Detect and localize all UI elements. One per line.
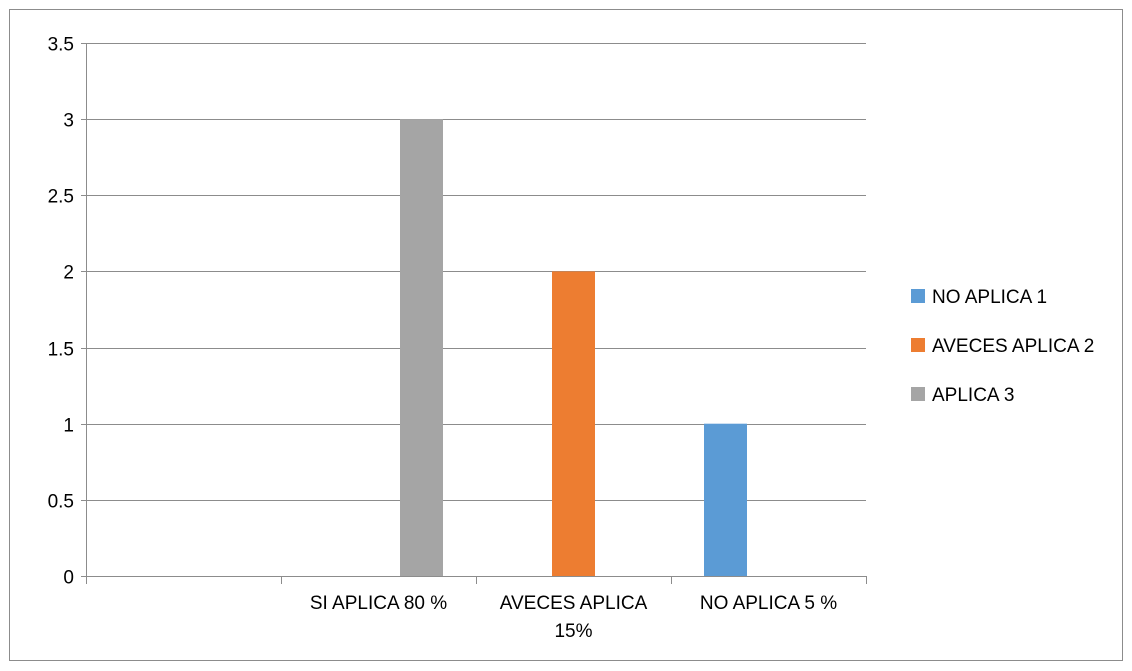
legend-swatch bbox=[911, 387, 925, 401]
y-tick-label: 2 bbox=[63, 263, 74, 284]
bar bbox=[552, 271, 595, 576]
y-tick-label: 0.5 bbox=[48, 492, 74, 513]
legend-label: NO APLICA 1 bbox=[932, 287, 1047, 308]
x-tick-label: AVECES APLICA bbox=[500, 593, 648, 614]
y-tick-label: 1 bbox=[63, 416, 74, 437]
y-tick-label: 1.5 bbox=[48, 340, 74, 361]
y-tick-label: 0 bbox=[63, 568, 74, 589]
bar bbox=[400, 119, 443, 576]
legend-swatch bbox=[911, 289, 925, 303]
y-tick-label: 3.5 bbox=[48, 35, 74, 56]
x-tick-label: NO APLICA 5 % bbox=[700, 593, 837, 614]
x-tick-label: SI APLICA 80 % bbox=[310, 593, 447, 614]
bar bbox=[704, 423, 747, 576]
y-tick-label: 3 bbox=[63, 111, 74, 132]
axes: 0 0.5 1 1.5 2 2.5 3 3.5 SI APLICA 80 % AVECES APL… bbox=[48, 35, 867, 642]
legend-label: APLICA 3 bbox=[932, 385, 1014, 406]
legend: NO APLICA 1 AVECES APLICA 2 APLICA 3 bbox=[911, 287, 1094, 406]
legend-swatch bbox=[911, 338, 925, 352]
legend-label: AVECES APLICA 2 bbox=[932, 336, 1094, 357]
y-tick-label: 2.5 bbox=[48, 187, 74, 208]
x-tick-label: 15% bbox=[554, 621, 592, 642]
bars bbox=[400, 119, 747, 576]
